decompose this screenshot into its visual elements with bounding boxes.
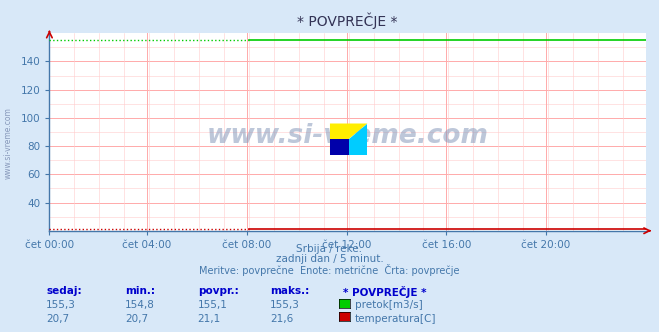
Text: 20,7: 20,7 [46, 314, 69, 324]
Text: 155,1: 155,1 [198, 300, 227, 310]
Text: Meritve: povprečne  Enote: metrične  Črta: povprečje: Meritve: povprečne Enote: metrične Črta:… [199, 264, 460, 276]
Title: * POVPREČJE *: * POVPREČJE * [297, 13, 398, 29]
Text: 21,6: 21,6 [270, 314, 293, 324]
Text: * POVPREČJE *: * POVPREČJE * [343, 286, 426, 297]
Polygon shape [330, 124, 367, 155]
Text: 154,8: 154,8 [125, 300, 155, 310]
Text: zadnji dan / 5 minut.: zadnji dan / 5 minut. [275, 254, 384, 264]
Text: min.:: min.: [125, 286, 156, 295]
Text: maks.:: maks.: [270, 286, 310, 295]
Text: 20,7: 20,7 [125, 314, 148, 324]
Text: www.si-vreme.com: www.si-vreme.com [3, 107, 13, 179]
Text: Srbija / reke.: Srbija / reke. [297, 244, 362, 254]
Text: www.si-vreme.com: www.si-vreme.com [207, 123, 488, 149]
Polygon shape [330, 124, 367, 155]
Text: povpr.:: povpr.: [198, 286, 239, 295]
Text: 155,3: 155,3 [46, 300, 76, 310]
Text: 21,1: 21,1 [198, 314, 221, 324]
Text: 155,3: 155,3 [270, 300, 300, 310]
Text: temperatura[C]: temperatura[C] [355, 314, 436, 324]
Bar [330, 139, 349, 155]
Text: sedaj:: sedaj: [46, 286, 82, 295]
Text: pretok[m3/s]: pretok[m3/s] [355, 300, 422, 310]
